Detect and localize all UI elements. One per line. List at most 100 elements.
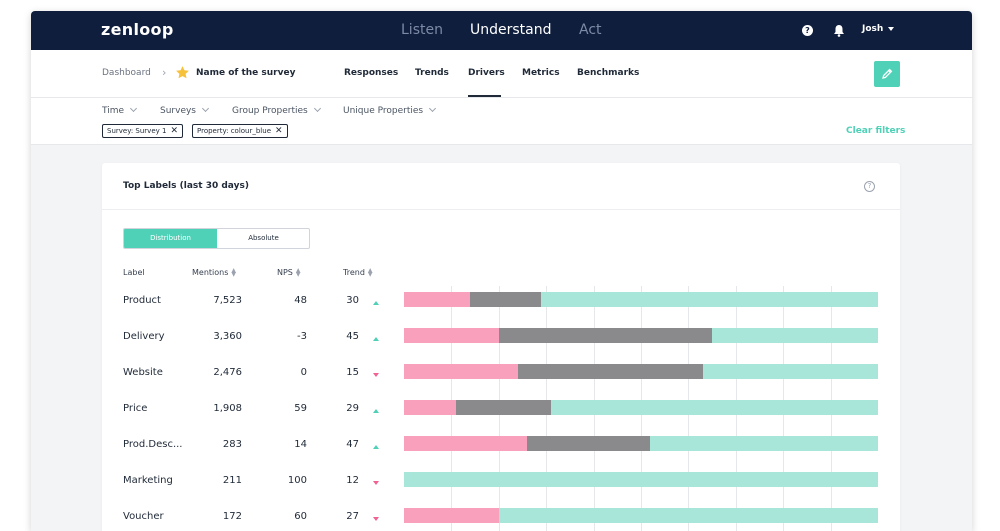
bar-positive-segment[interactable] [498, 508, 878, 523]
bar-positive-segment[interactable] [650, 436, 878, 451]
row-trend: 15 [346, 367, 359, 378]
user-menu[interactable]: Josh [862, 24, 895, 34]
row-mentions: 2,476 [213, 367, 242, 378]
user-name: Josh [862, 24, 884, 34]
bar-positive-segment[interactable] [404, 472, 878, 487]
unique-properties-label: Unique Properties [343, 106, 424, 116]
breadcrumb-dashboard[interactable]: Dashboard [102, 68, 151, 78]
row-nps: 14 [294, 439, 307, 450]
row-label: Marketing [123, 475, 173, 486]
bar-positive-segment[interactable] [702, 364, 878, 379]
filter-chip-survey: Survey: Survey 1 ✕ [102, 124, 183, 138]
row-nps: -3 [297, 331, 307, 342]
bar-positive-segment[interactable] [541, 292, 878, 307]
top-labels-card: Top Labels (last 30 days) ? Distribution… [102, 163, 900, 531]
row-label: Voucher [123, 511, 164, 522]
surveys-filter-dropdown[interactable]: Surveys [160, 104, 210, 116]
bar-negative-segment[interactable] [404, 508, 499, 523]
bar-negative-segment[interactable] [404, 364, 518, 379]
row-nps: 48 [294, 295, 307, 306]
chevron-down-icon [201, 104, 210, 113]
tab-metrics[interactable]: Metrics [522, 68, 560, 78]
chevron-down-icon [129, 104, 138, 113]
row-mentions: 3,360 [213, 331, 242, 342]
row-label: Product [123, 295, 161, 306]
filter-chip-property: Property: colour_blue ✕ [192, 124, 288, 138]
group-properties-dropdown[interactable]: Group Properties [232, 104, 321, 116]
row-mentions: 1,908 [213, 403, 242, 414]
column-header-nps[interactable]: NPS ▲ ▼ [277, 267, 301, 277]
row-nps: 0 [300, 367, 307, 378]
bar-neutral-segment[interactable] [456, 400, 551, 415]
filter-bar: Time Surveys Group Properties Unique Pro… [31, 98, 972, 145]
sub-header: Dashboard › Name of the survey Responses… [31, 50, 972, 98]
close-icon[interactable]: ✕ [170, 126, 178, 136]
column-header-trend[interactable]: Trend ▲ ▼ [343, 267, 373, 277]
row-mentions: 7,523 [213, 295, 242, 306]
chevron-right-icon: › [162, 66, 167, 79]
chevron-down-icon [888, 26, 895, 31]
row-mentions: 211 [222, 475, 242, 486]
row-label: Price [123, 403, 148, 414]
row-trend: 47 [346, 439, 359, 450]
toggle-absolute[interactable]: Absolute [248, 234, 279, 242]
bar-negative-segment[interactable] [404, 436, 528, 451]
column-header-label: Label [123, 268, 145, 277]
unique-properties-dropdown[interactable]: Unique Properties [343, 104, 437, 116]
question-circle-icon[interactable]: ? [864, 181, 875, 192]
pencil-icon [882, 68, 893, 79]
tab-trends[interactable]: Trends [415, 68, 449, 78]
zenloop-logo[interactable]: zenloop [101, 20, 174, 39]
trend-up-icon [373, 301, 379, 305]
toggle-distribution[interactable]: Distribution [124, 229, 217, 248]
tab-responses[interactable]: Responses [344, 68, 399, 78]
time-filter-label: Time [102, 106, 125, 116]
close-icon[interactable]: ✕ [275, 126, 283, 136]
nav-listen[interactable]: Listen [401, 22, 443, 38]
row-mentions: 283 [222, 439, 242, 450]
bar-positive-segment[interactable] [550, 400, 878, 415]
bar-negative-segment[interactable] [404, 328, 499, 343]
help-icon[interactable]: ? [802, 25, 813, 36]
row-nps: 60 [294, 511, 307, 522]
filter-chip-label: Survey: Survey 1 [107, 127, 167, 135]
group-properties-label: Group Properties [232, 106, 308, 116]
bar-negative-segment[interactable] [404, 400, 457, 415]
tab-benchmarks[interactable]: Benchmarks [577, 68, 640, 78]
bar-negative-segment[interactable] [404, 292, 471, 307]
row-nps: 59 [294, 403, 307, 414]
bar-positive-segment[interactable] [712, 328, 878, 343]
bar-neutral-segment[interactable] [498, 328, 713, 343]
column-header-mentions[interactable]: Mentions ▲ ▼ [192, 267, 236, 277]
time-filter-dropdown[interactable]: Time [102, 104, 138, 116]
edit-button[interactable] [874, 61, 900, 87]
column-header-mentions-label: Mentions [192, 268, 229, 277]
row-label: Website [123, 367, 163, 378]
bar-neutral-segment[interactable] [470, 292, 542, 307]
bell-icon[interactable] [833, 24, 845, 37]
bar-neutral-segment[interactable] [527, 436, 651, 451]
star-icon[interactable] [175, 65, 190, 80]
row-nps: 100 [287, 475, 307, 486]
view-toggle: Distribution Absolute [123, 228, 310, 249]
tab-drivers[interactable]: Drivers [468, 68, 505, 78]
row-label: Delivery [123, 331, 165, 342]
trend-up-icon [373, 337, 379, 341]
distribution-chart [404, 286, 878, 531]
top-navigation-bar: zenloop Listen Understand Act ? Josh [31, 11, 972, 50]
chevron-down-icon [429, 104, 437, 113]
row-trend: 45 [346, 331, 359, 342]
divider [102, 209, 900, 210]
surveys-filter-label: Surveys [160, 106, 196, 116]
column-header-trend-label: Trend [343, 268, 365, 277]
row-label: Prod.Desc... [123, 439, 183, 450]
nav-understand[interactable]: Understand [470, 22, 552, 38]
row-trend: 29 [346, 403, 359, 414]
nav-act[interactable]: Act [579, 22, 602, 38]
trend-down-icon [373, 481, 379, 485]
clear-filters-link[interactable]: Clear filters [846, 126, 906, 136]
survey-name: Name of the survey [196, 68, 296, 78]
row-trend: 27 [346, 511, 359, 522]
trend-up-icon [373, 445, 379, 449]
bar-neutral-segment[interactable] [517, 364, 703, 379]
